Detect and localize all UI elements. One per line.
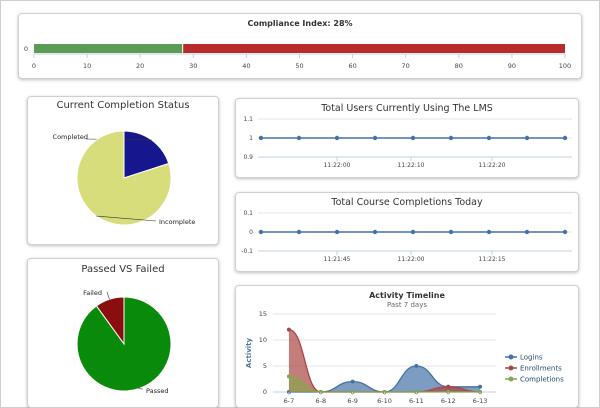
- compliance-panel: Compliance Index: 28% 0 0 10 20 30 40 50 60 70 80…: [18, 13, 582, 79]
- x-tick-label: 11:22:00: [324, 162, 351, 169]
- series-point: [562, 229, 568, 235]
- y-tick-label: 1.1: [243, 116, 253, 123]
- series-point: [410, 229, 416, 235]
- users-lms-line-chart: 1.1 1 0.9 11:22:00 11:22:10 11:22:20: [243, 116, 572, 169]
- pie-connector: [96, 215, 157, 222]
- passed-failed-pie-chart: Failed Passed: [76, 289, 172, 395]
- compliance-tick-label: 60: [348, 62, 356, 70]
- x-tick-label: 11:21:45: [324, 256, 351, 263]
- series-point: [372, 135, 378, 141]
- pie-label: Completed: [53, 133, 88, 141]
- legend-label: Completions: [520, 376, 564, 384]
- series-area: [288, 376, 481, 392]
- legend-label: Enrollments: [520, 365, 562, 373]
- series-point: [448, 229, 454, 235]
- y-tick-label: 10: [259, 336, 267, 344]
- x-tick-label: 6-8: [315, 397, 326, 405]
- compliance-tick-label: 80: [455, 62, 463, 70]
- compliance-category-label: 0: [24, 45, 28, 53]
- completion-status-panel: Current Completion Status Completed Incom…: [27, 96, 219, 245]
- series-point: [446, 384, 451, 389]
- x-tick-label: 11:22:20: [479, 162, 506, 169]
- completion-pie-chart: Completed Incomplete: [53, 130, 195, 226]
- series-point: [296, 229, 302, 235]
- passed-failed-panel: Passed VS Failed Failed Passed: [27, 258, 219, 408]
- pie-slice: [76, 296, 172, 392]
- users-lms-panel: Total Users Currently Using The LMS 1.1 1…: [235, 98, 579, 178]
- y-tick-label: -0.1: [241, 248, 253, 255]
- series-point: [258, 135, 264, 141]
- x-tick-label: 6-7: [284, 397, 295, 405]
- y-tick-label: 5: [263, 362, 267, 370]
- series-point: [414, 364, 419, 368]
- legend-label: Logins: [520, 354, 543, 362]
- compliance-tick-label: 10: [83, 62, 91, 70]
- course-completions-line-chart: 0.1 0 -0.1 11:21:45 11:22:00 11:22:15: [241, 210, 572, 263]
- pie-label: Incomplete: [159, 218, 195, 226]
- compliance-tick-label: 100: [559, 62, 571, 70]
- y-tick-label: 0: [249, 229, 253, 236]
- series-point: [334, 135, 340, 141]
- series-point: [286, 374, 291, 379]
- compliance-tick-label: 90: [508, 62, 516, 70]
- series-point: [562, 135, 568, 141]
- users-lms-title: Total Users Currently Using The LMS: [321, 103, 493, 114]
- series-point: [372, 229, 378, 235]
- series-point: [486, 135, 492, 141]
- y-tick-label: 0.9: [243, 154, 253, 161]
- compliance-bar-chart: 0 0 10 20 30 40 50 60 70 80 90 100: [24, 44, 571, 70]
- series-point: [296, 135, 302, 141]
- compliance-title: Compliance Index: 28%: [247, 19, 353, 28]
- compliance-tick-label: 50: [295, 62, 303, 70]
- series-line: [288, 328, 481, 393]
- completion-status-title: Current Completion Status: [56, 100, 190, 111]
- compliance-remaining-bar: [182, 44, 565, 53]
- activity-timeline-panel: Activity Timeline Past 7 days 15 10 5 0 Acti…: [235, 285, 579, 408]
- compliance-tick-label: 30: [189, 62, 197, 70]
- x-tick-label: 6-9: [347, 397, 358, 405]
- compliance-tick-label: 40: [242, 62, 250, 70]
- y-tick-label: 0: [263, 388, 267, 396]
- y-tick-label: 0.1: [243, 210, 253, 217]
- series-point: [524, 135, 530, 141]
- activity-area-chart: 15 10 5 0 Activity 6-7 6-8 6-9 6-10 6-11 6-12 6-13 L…: [245, 310, 564, 405]
- x-tick-label: 11:22:10: [398, 162, 425, 169]
- pie-label: Passed: [146, 387, 169, 395]
- series-point: [286, 327, 291, 332]
- course-completions-title: Total Course Completions Today: [331, 197, 483, 208]
- series-point: [350, 379, 355, 384]
- x-tick-label: 6-13: [473, 397, 488, 405]
- compliance-tick-label: 20: [136, 62, 144, 70]
- y-tick-label: 15: [259, 310, 267, 318]
- series-point: [478, 384, 483, 389]
- compliance-tick-label: 0: [32, 62, 36, 70]
- series-area: [288, 366, 481, 392]
- series-point: [524, 229, 530, 235]
- activity-subtitle: Past 7 days: [386, 301, 427, 309]
- x-tick-label: 6-10: [377, 397, 392, 405]
- x-tick-label: 11:22:00: [398, 256, 425, 263]
- pie-connector: [106, 291, 110, 300]
- compliance-filled-bar: [34, 44, 183, 53]
- series-point: [258, 229, 264, 235]
- pie-label: Failed: [83, 289, 102, 297]
- y-axis-label: Activity: [245, 337, 253, 368]
- x-tick-label: 6-11: [409, 397, 424, 405]
- legend-marker: [508, 354, 514, 360]
- series-area: [288, 329, 481, 392]
- series-point: [448, 135, 454, 141]
- activity-title: Activity Timeline: [369, 291, 445, 300]
- series-point: [486, 229, 492, 235]
- x-tick-label: 6-12: [441, 397, 456, 405]
- series-point: [410, 135, 416, 141]
- series-point: [334, 229, 340, 235]
- legend-marker: [508, 365, 514, 371]
- x-tick-label: 11:22:15: [479, 256, 506, 263]
- course-completions-panel: Total Course Completions Today 0.1 0 -0.1 1…: [235, 192, 579, 272]
- passed-failed-title: Passed VS Failed: [81, 264, 165, 275]
- legend-marker: [508, 376, 514, 382]
- y-tick-label: 1: [249, 135, 253, 142]
- compliance-tick-label: 70: [402, 62, 410, 70]
